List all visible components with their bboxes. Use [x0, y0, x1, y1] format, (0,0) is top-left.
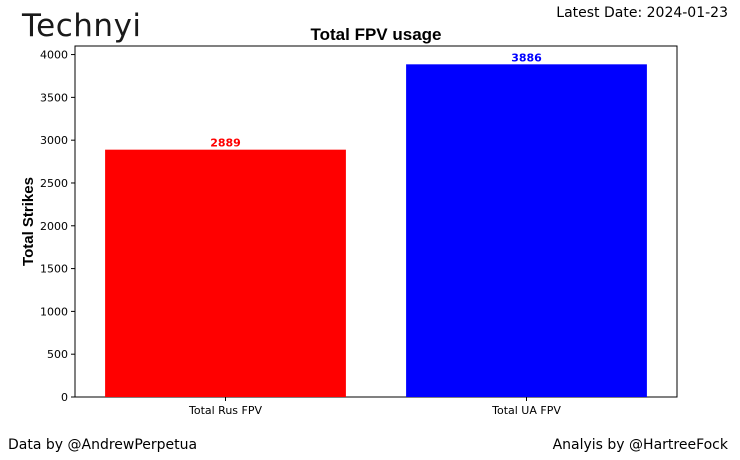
data-label: 2889	[210, 137, 241, 150]
y-tick-label: 2500	[40, 177, 68, 190]
bars: 2889 3886	[105, 51, 647, 397]
analysis-credit: Analyis by @HartreeFock	[552, 437, 728, 453]
logo-text: Technyi	[22, 8, 142, 44]
bar-rus-fpv	[105, 149, 346, 397]
plot-frame	[74, 45, 678, 398]
data-label: 3886	[511, 51, 542, 64]
y-axis-ticks: 0 500 1000 1500 2000 2500 3000 3500 4000	[40, 49, 75, 404]
y-tick-label: 2000	[40, 220, 68, 233]
x-axis-ticks: Total Rus FPV Total UA FPV	[188, 397, 561, 417]
bar-chart: Total FPV usage Total Strikes 0 500 1000 15…	[20, 25, 678, 417]
bar-ua-fpv	[406, 64, 647, 397]
y-tick-label: 3500	[40, 91, 68, 104]
x-tick-label: Total UA FPV	[491, 404, 561, 417]
technyi-logo: Technyi	[22, 6, 142, 46]
y-tick-label: 0	[61, 391, 68, 404]
y-tick-label: 3000	[40, 134, 68, 147]
data-credit: Data by @AndrewPerpetua	[8, 437, 198, 453]
chart-title: Total FPV usage	[311, 25, 442, 44]
latest-date: Latest Date: 2024-01-23	[556, 5, 728, 21]
x-tick-label: Total Rus FPV	[188, 404, 262, 417]
y-tick-label: 500	[47, 348, 68, 361]
y-tick-label: 1500	[40, 263, 68, 276]
y-axis-label: Total Strikes	[20, 177, 37, 266]
y-tick-label: 4000	[40, 49, 68, 62]
y-tick-label: 1000	[40, 305, 68, 318]
